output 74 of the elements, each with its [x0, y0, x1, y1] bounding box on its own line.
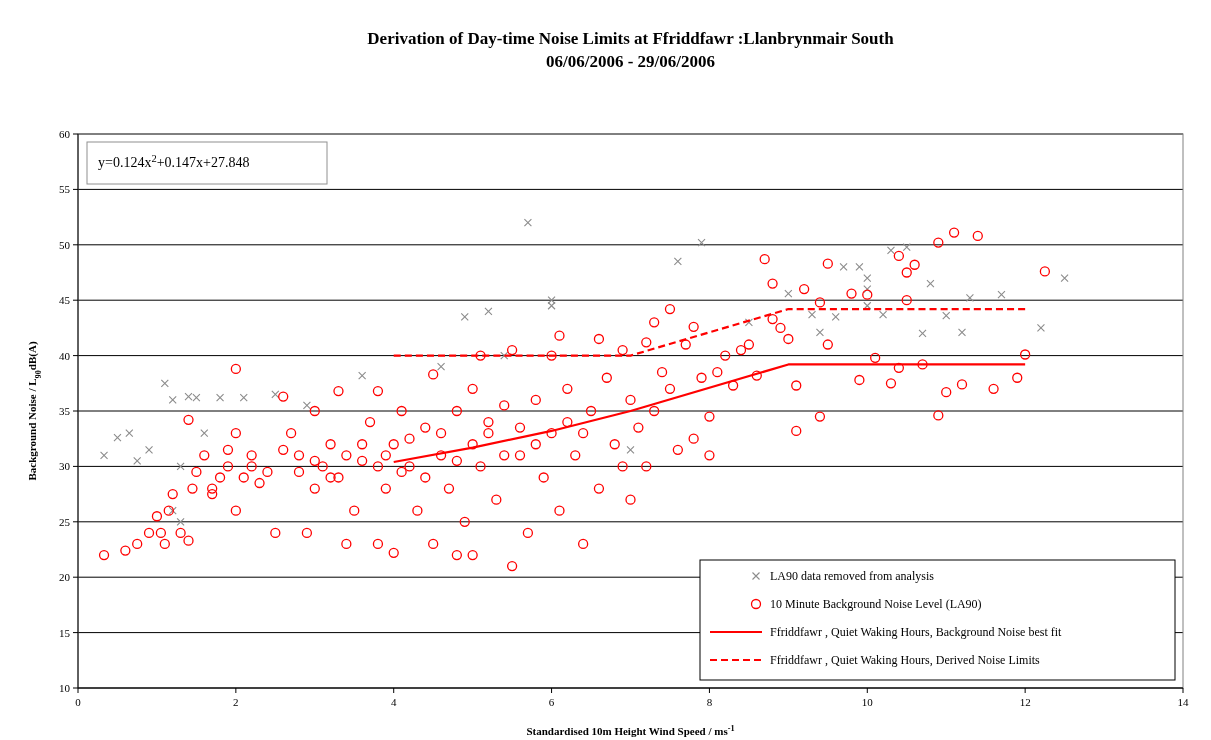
point	[176, 462, 185, 471]
point	[997, 290, 1006, 299]
y-tick-label: 45	[59, 294, 71, 307]
point	[358, 371, 367, 380]
point	[807, 310, 817, 319]
point	[168, 506, 177, 515]
point	[902, 242, 911, 252]
point	[460, 312, 469, 321]
point	[523, 218, 532, 227]
y-tick-label: 15	[59, 626, 71, 639]
point	[271, 390, 280, 399]
legend-label: Ffriddfawr , Quiet Waking Hours, Derived Noise Limits	[770, 653, 1041, 667]
point	[839, 262, 848, 272]
point	[957, 328, 967, 337]
point	[216, 393, 225, 402]
x-tick-label: 10	[861, 696, 874, 708]
point	[626, 445, 635, 454]
point	[113, 433, 122, 442]
point	[926, 279, 935, 288]
point	[863, 285, 872, 294]
chart-subtitle: 06/06/2006 - 29/06/2006	[545, 52, 716, 71]
x-tick-label: 12	[1019, 696, 1031, 708]
y-tick-label: 35	[59, 405, 71, 417]
x-axis-title: Standardised 10m Height Wind Speed / ms$^{-1}$	[526, 723, 735, 737]
point	[744, 318, 753, 327]
point	[160, 379, 169, 388]
legend-label: 10 Minute Background Noise Level (LA90)	[770, 597, 982, 611]
point	[200, 429, 209, 438]
point	[879, 310, 888, 319]
x-tick-label: 0	[75, 696, 82, 708]
point	[239, 393, 248, 402]
point	[673, 257, 682, 266]
y-tick-label: 25	[59, 515, 71, 528]
y-tick-label: 55	[59, 183, 71, 196]
point	[815, 328, 824, 337]
x-tick-label: 6	[548, 696, 555, 708]
point	[484, 307, 493, 316]
x-tick-label: 4	[390, 696, 397, 708]
point	[855, 262, 864, 272]
point	[302, 401, 311, 410]
y-tick-label: 30	[59, 460, 71, 473]
y-tick-label: 20	[59, 571, 71, 584]
point	[500, 351, 509, 360]
point	[965, 293, 974, 303]
y-tick-label: 40	[59, 349, 71, 362]
point	[886, 246, 896, 255]
legend-label: LA90 data removed from analysis	[770, 569, 935, 583]
point	[437, 362, 446, 371]
legend-label: Ffriddfawr , Quiet Waking Hours, Background Noise best fit	[770, 625, 1063, 639]
y-tick-label: 10	[59, 682, 71, 694]
point	[831, 312, 840, 321]
x-tick-label: 8	[706, 696, 713, 708]
point	[863, 301, 872, 310]
y-tick-label: 50	[59, 238, 71, 251]
point	[168, 395, 177, 404]
x-tick-label: 14	[1177, 696, 1189, 708]
point	[784, 289, 793, 298]
point	[547, 301, 556, 310]
x-tick-label: 2	[233, 696, 239, 708]
point	[144, 445, 154, 454]
y-tick-label: 60	[59, 128, 71, 140]
point	[100, 451, 109, 460]
point	[176, 517, 185, 526]
point	[697, 238, 706, 247]
point	[918, 329, 927, 338]
point	[863, 273, 872, 283]
point	[125, 429, 134, 438]
point	[133, 456, 142, 465]
annotation: y=0.124x$^{2}$+0.147x+27.848	[98, 152, 250, 170]
point	[1060, 273, 1069, 283]
point	[942, 311, 951, 320]
point	[1036, 323, 1045, 332]
chart-title: Derivation of Day-time Noise Limits at Ffriddfawr :Llanbrynmair South	[367, 29, 895, 48]
point	[547, 296, 556, 305]
